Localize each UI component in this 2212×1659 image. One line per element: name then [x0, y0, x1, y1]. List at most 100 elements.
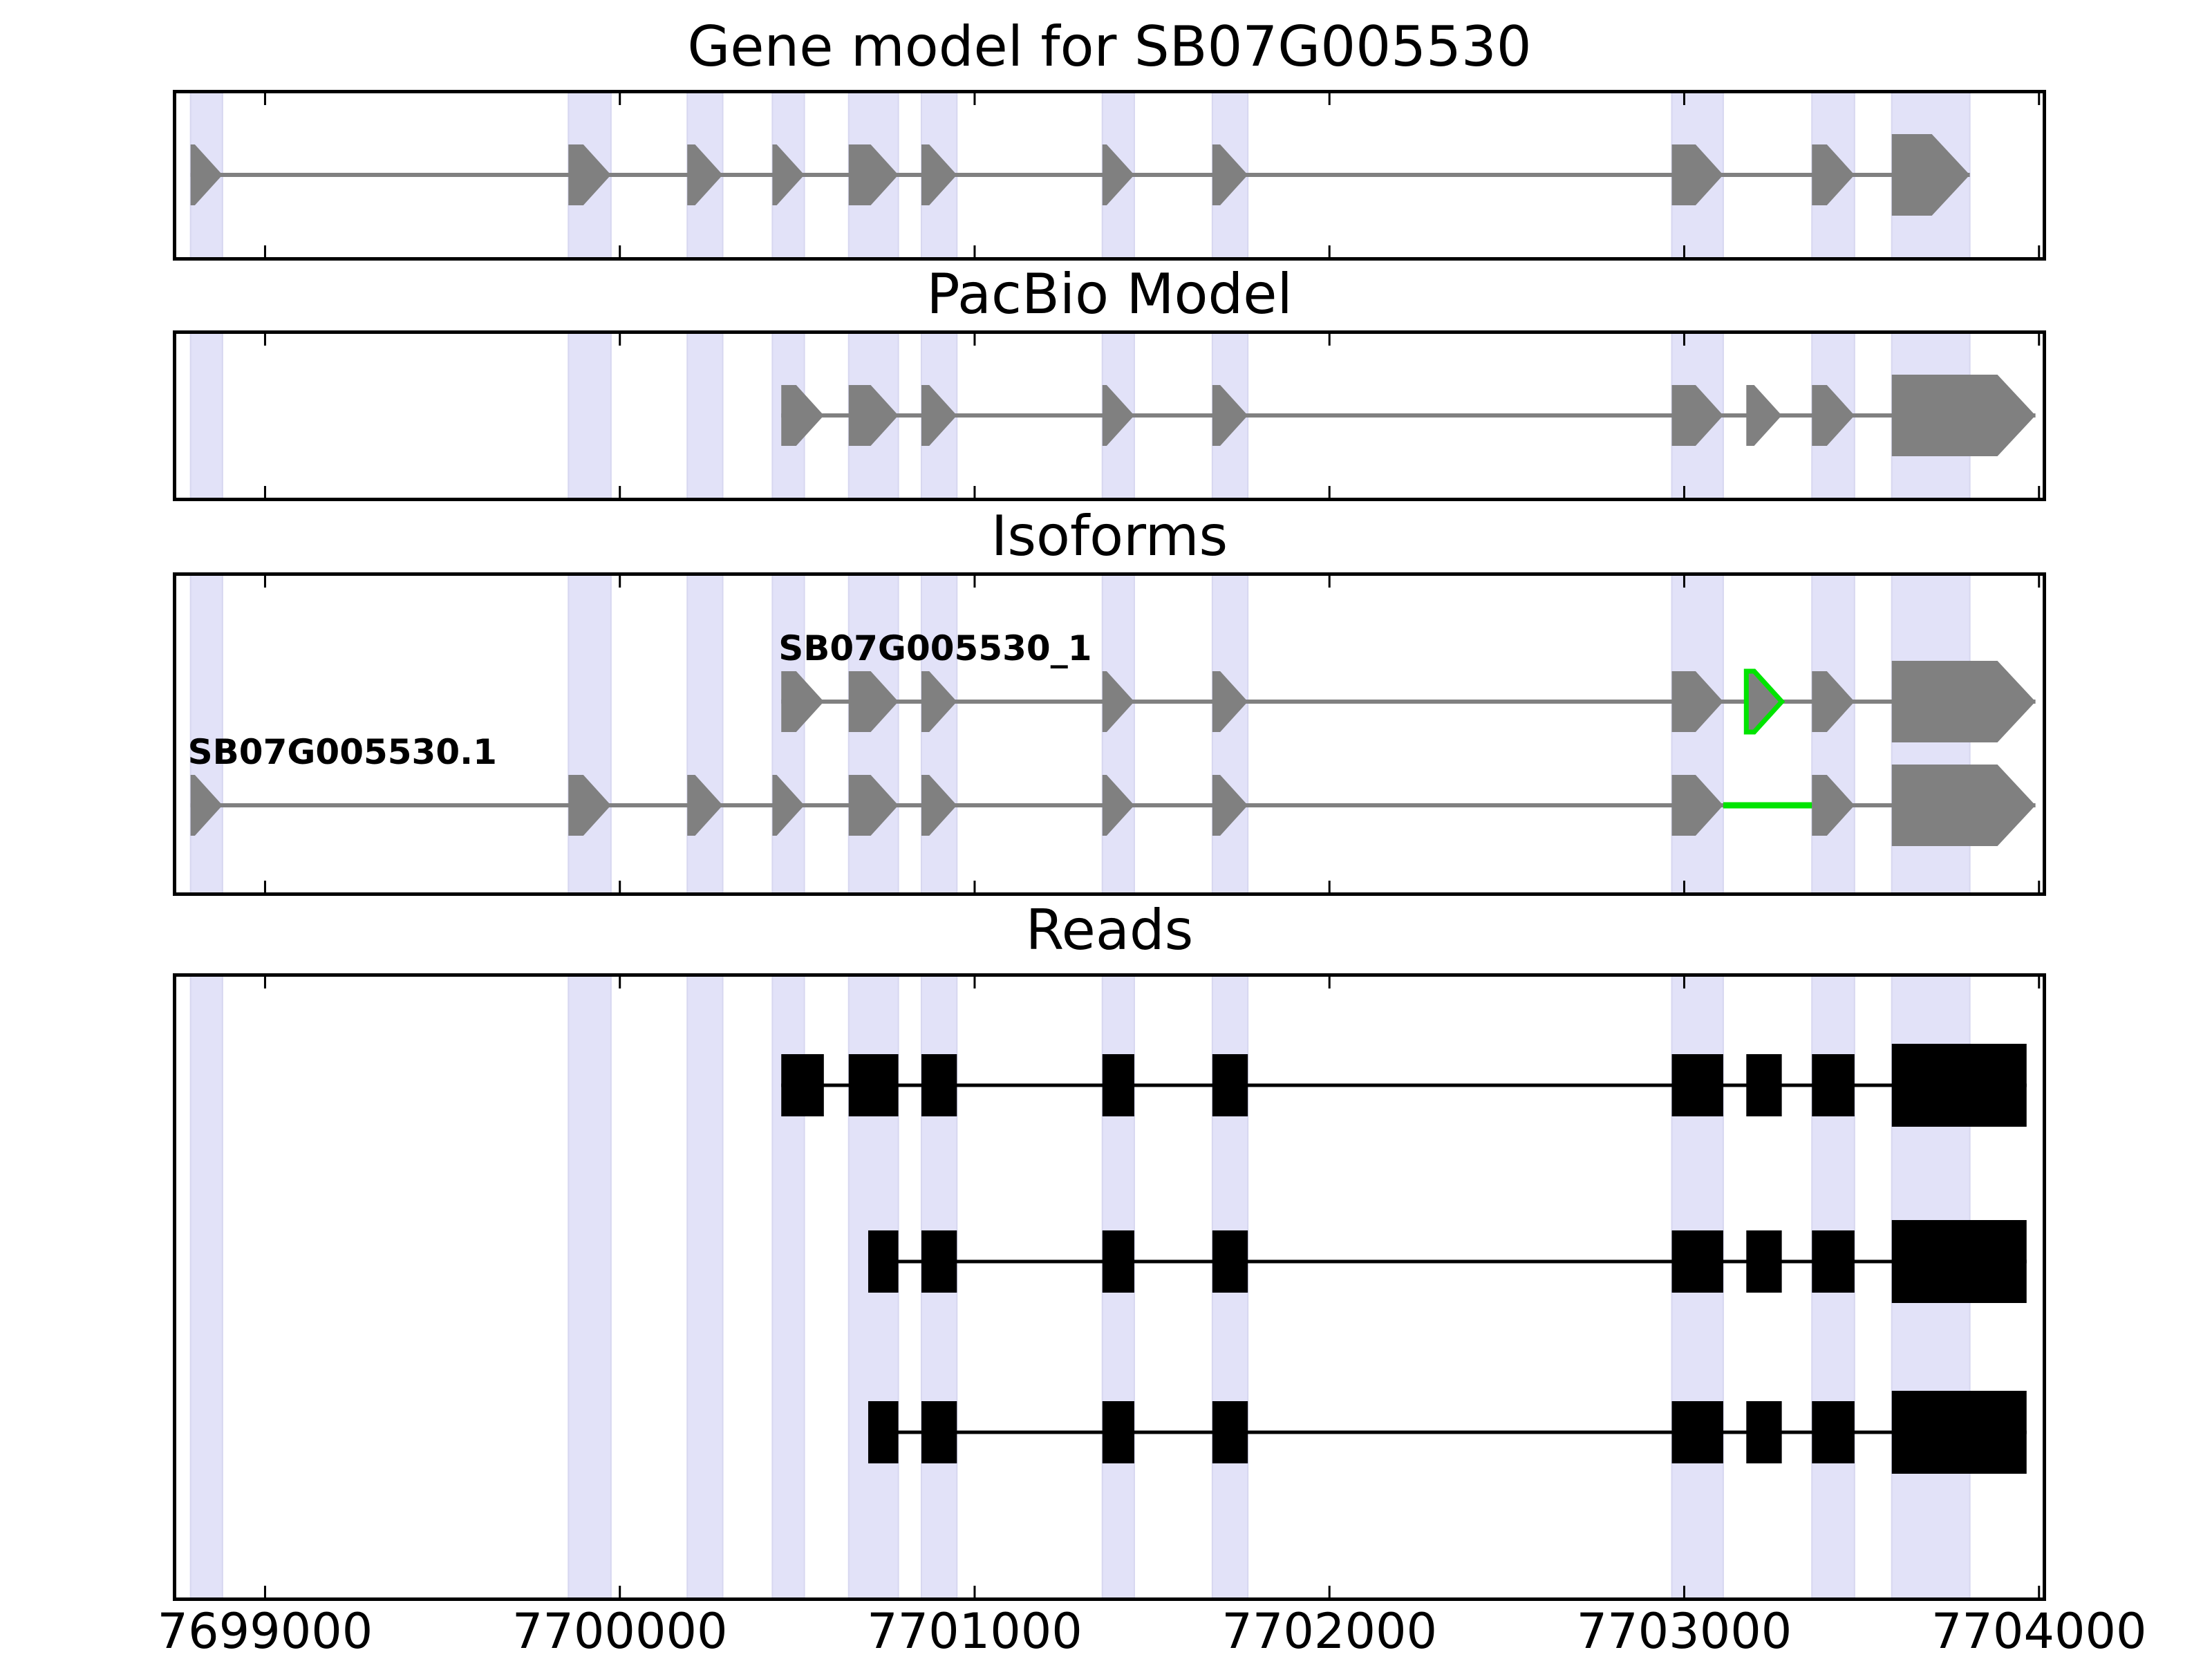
read-block [1746, 1230, 1782, 1293]
exon-highlight-stripe [568, 973, 612, 1601]
axis-tick-bottom [1683, 1586, 1685, 1601]
read-block [781, 1054, 824, 1116]
exon [1812, 144, 1855, 205]
panel-border [173, 572, 2046, 896]
axis-tick-top [973, 330, 976, 346]
exon-highlight-stripe [686, 330, 724, 501]
axis-tick-bottom [619, 245, 621, 261]
exon [1212, 775, 1248, 836]
axis-tick-bottom [1328, 1586, 1331, 1601]
read-block [1891, 1220, 2027, 1303]
axis-tick-top [619, 973, 621, 988]
read-block [1102, 1054, 1134, 1116]
exon [772, 144, 805, 205]
axis-tick-bottom [1683, 881, 1685, 896]
exon [921, 671, 957, 732]
axis-tick-bottom [263, 1586, 266, 1601]
panel-title-isoforms: Isoforms [991, 504, 1228, 568]
exon-highlight-stripe [568, 330, 612, 501]
exon [1102, 385, 1134, 446]
x-tick-label: 7699000 [157, 1603, 373, 1659]
axis-tick-bottom [2038, 486, 2041, 501]
axis-tick-bottom [1328, 245, 1331, 261]
exon [848, 385, 899, 446]
x-tick-label: 7701000 [867, 1603, 1082, 1659]
read-block [1891, 1391, 2027, 1474]
read-block [848, 1054, 899, 1116]
axis-tick-bottom [973, 486, 976, 501]
read-block [921, 1054, 957, 1116]
axis-tick-top [973, 973, 976, 988]
read-block [1212, 1054, 1248, 1116]
read-block [868, 1401, 899, 1463]
panel-border [173, 973, 2046, 1601]
exon [687, 144, 723, 205]
x-tick-label: 7703000 [1576, 1603, 1792, 1659]
exon [1212, 385, 1248, 446]
exon-highlight-stripe [686, 572, 724, 896]
axis-tick-top [1328, 572, 1331, 588]
axis-tick-bottom [2038, 1586, 2041, 1601]
exon [190, 144, 223, 205]
panel-border [173, 330, 2046, 501]
exon-highlight-stripe [1211, 572, 1249, 896]
exon-highlight-stripe [1671, 572, 1724, 896]
x-tick-label: 7704000 [1931, 1603, 2147, 1659]
panel-reads [173, 973, 2046, 1601]
exon [1812, 775, 1855, 836]
axis-tick-top [1683, 330, 1685, 346]
read-block [1891, 1044, 2027, 1127]
exon-highlight-stripe [920, 572, 958, 896]
exon [1891, 765, 2036, 846]
axis-tick-top [263, 330, 266, 346]
exon [1102, 671, 1134, 732]
axis-tick-bottom [619, 486, 621, 501]
axis-tick-bottom [1328, 881, 1331, 896]
read-block [1671, 1401, 1723, 1463]
axis-tick-bottom [619, 881, 621, 896]
exon-highlight-stripe [189, 330, 223, 501]
axis-tick-bottom [263, 486, 266, 501]
exon [921, 385, 957, 446]
novel-exon [1743, 668, 1785, 735]
axis-tick-top [263, 572, 266, 588]
exon [1212, 144, 1248, 205]
axis-tick-bottom [1683, 245, 1685, 261]
read-block [921, 1230, 957, 1293]
axis-tick-top [619, 90, 621, 105]
exon-highlight-stripe [189, 973, 223, 1601]
read-block [1102, 1230, 1134, 1293]
read-block [1746, 1401, 1782, 1463]
exon [781, 385, 824, 446]
axis-tick-top [973, 90, 976, 105]
exon [1671, 671, 1723, 732]
isoform-label: SB07G005530_1 [778, 628, 1091, 668]
read-block [1671, 1054, 1723, 1116]
axis-tick-top [1328, 90, 1331, 105]
axis-tick-top [2038, 90, 2041, 105]
exon [1891, 375, 2036, 456]
axis-tick-bottom [2038, 245, 2041, 261]
exon [848, 775, 899, 836]
axis-tick-top [2038, 572, 2041, 588]
isoform-label: SB07G005530.1 [188, 732, 497, 772]
panel-title-reads: Reads [1025, 898, 1194, 962]
read-block [1812, 1054, 1855, 1116]
exon-highlight-stripe [1101, 572, 1135, 896]
exon [190, 775, 223, 836]
axis-tick-bottom [263, 881, 266, 896]
axis-tick-bottom [973, 245, 976, 261]
axis-tick-bottom [2038, 881, 2041, 896]
exon-highlight-stripe [189, 572, 223, 896]
axis-tick-top [263, 90, 266, 105]
exon [687, 775, 723, 836]
axis-tick-top [1328, 330, 1331, 346]
axis-tick-top [1683, 572, 1685, 588]
axis-tick-top [1328, 973, 1331, 988]
axis-tick-top [2038, 330, 2041, 346]
axis-tick-bottom [973, 881, 976, 896]
exon [1671, 385, 1723, 446]
axis-tick-top [2038, 973, 2041, 988]
read-block [1212, 1230, 1248, 1293]
